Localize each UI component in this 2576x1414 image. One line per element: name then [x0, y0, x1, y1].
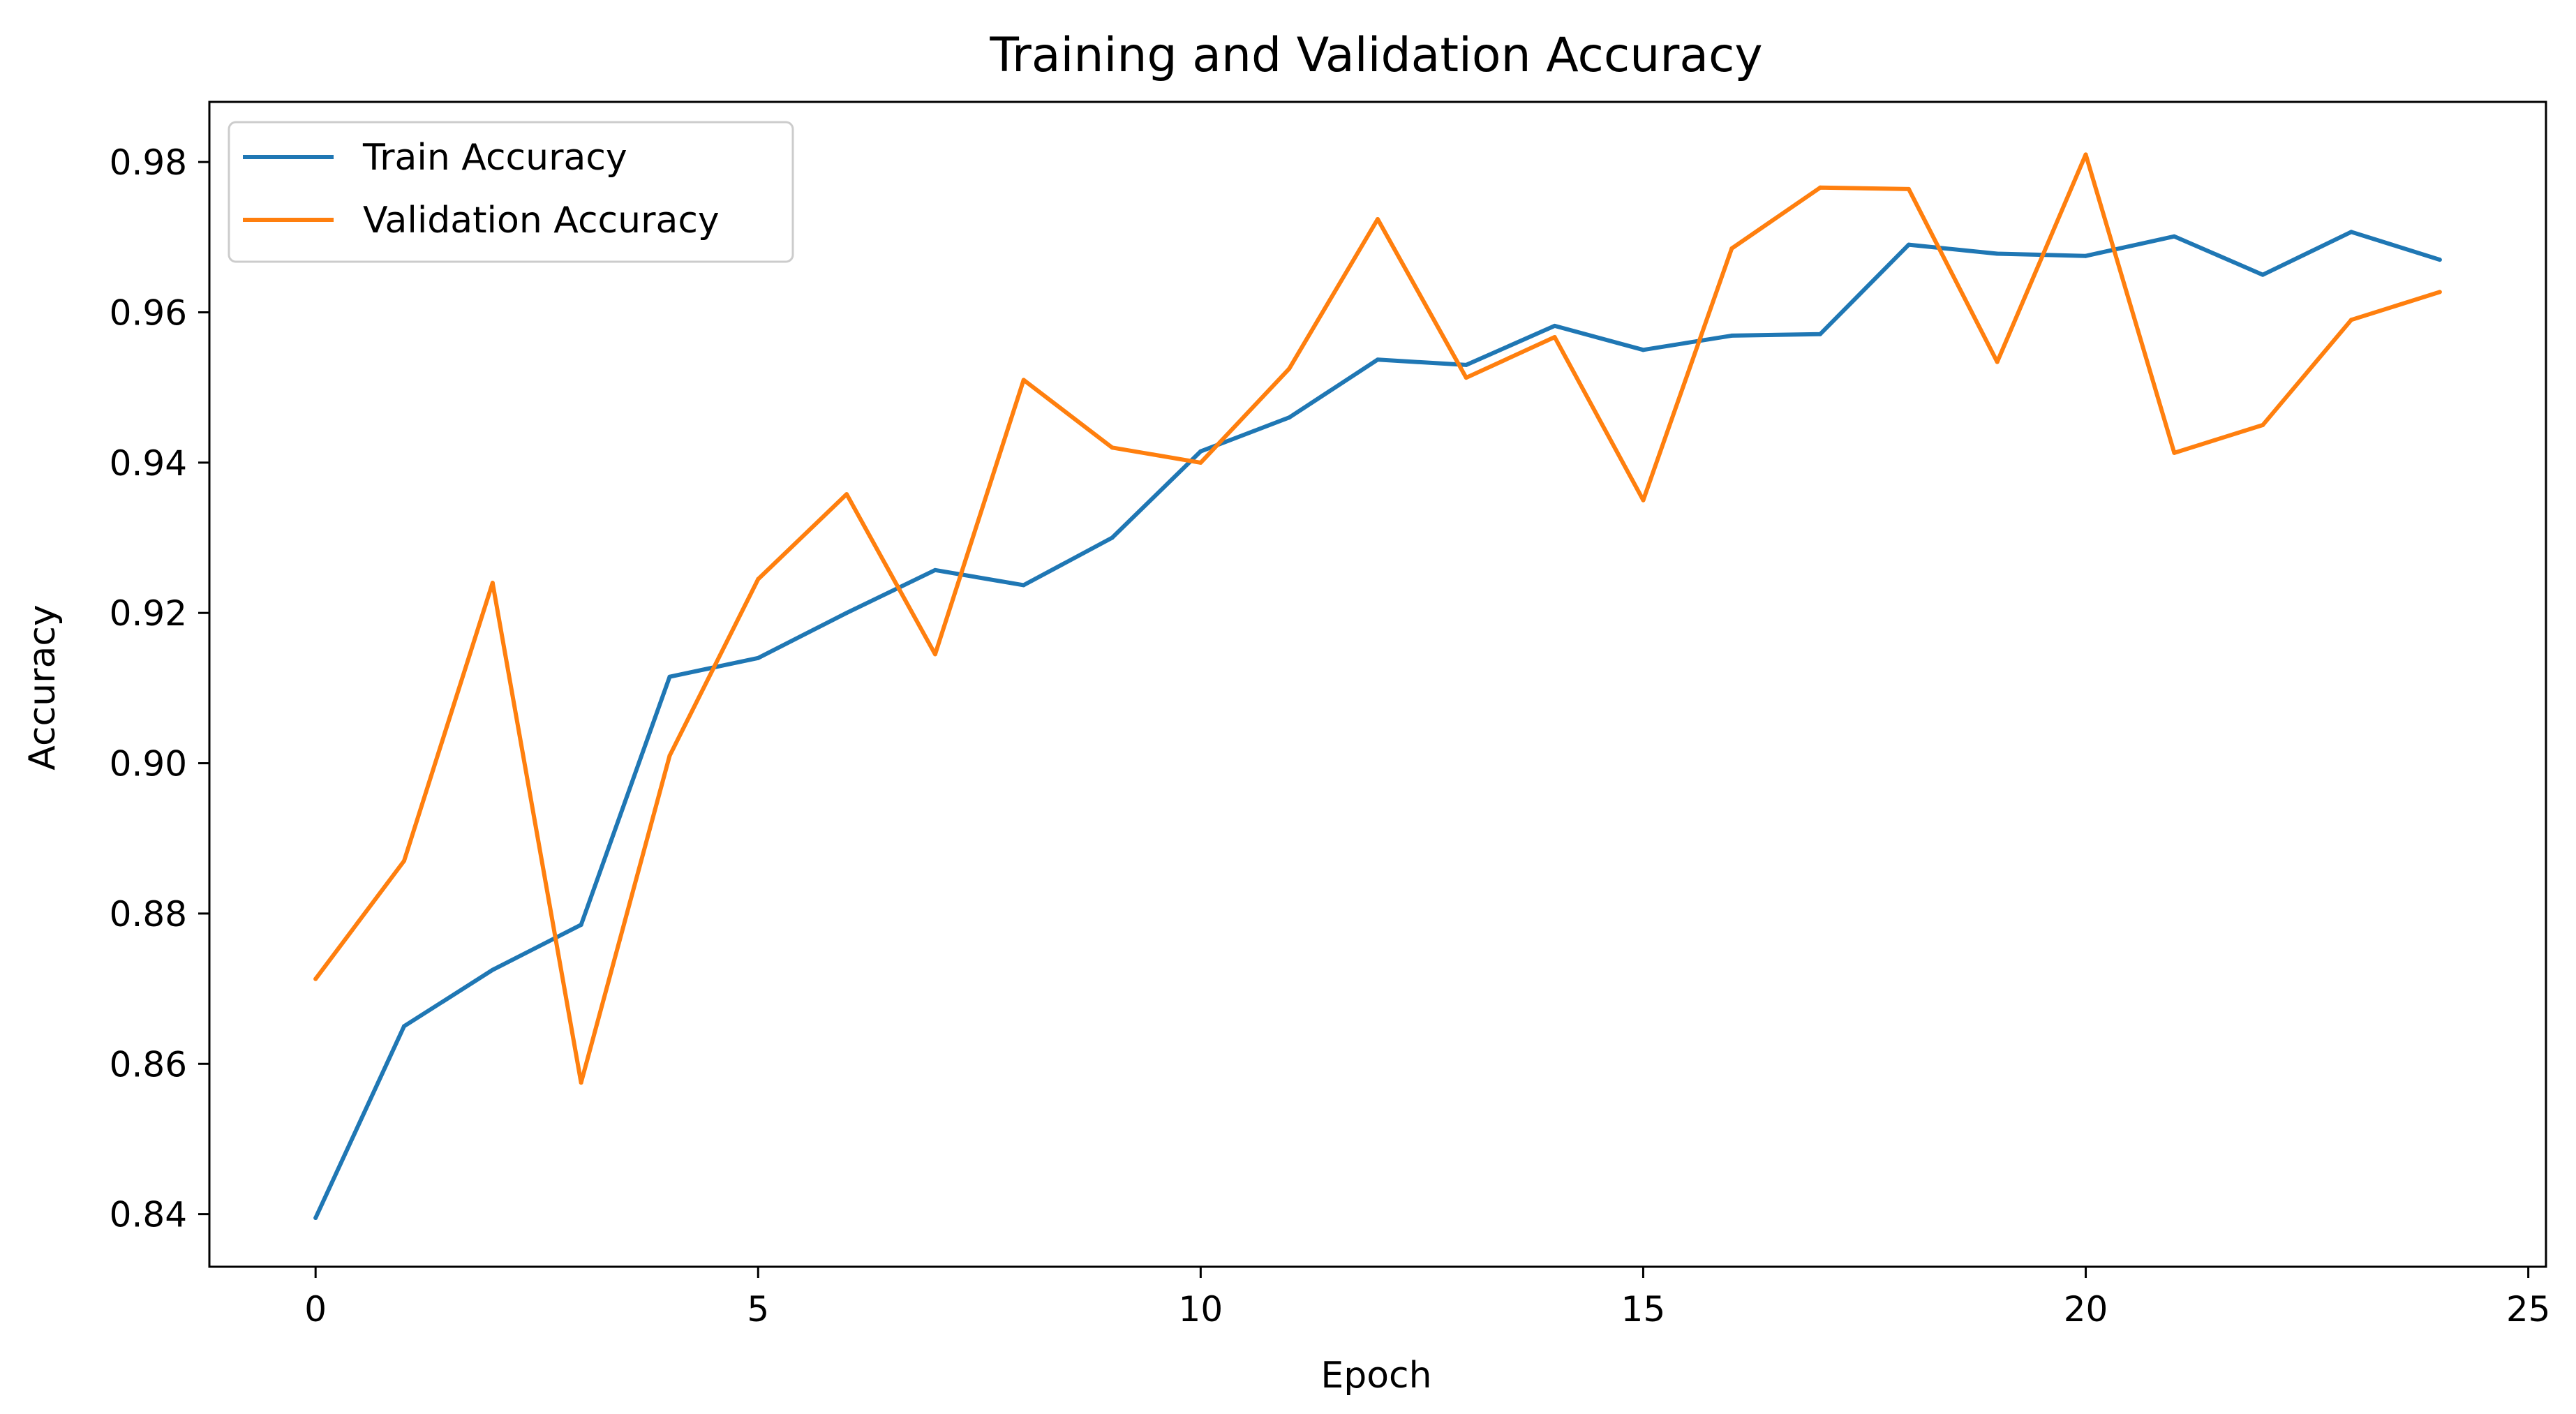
- data-point-validation: [1110, 445, 1115, 450]
- data-point-validation: [844, 492, 849, 497]
- data-point-train: [490, 967, 495, 972]
- x-tick-label: 15: [1621, 1289, 1666, 1330]
- data-point-train: [1464, 362, 1468, 367]
- y-axis: 0.84 0.86 0.88 0.90 0.92 0.94 0.96 0.98: [110, 142, 209, 1235]
- plot-area: [209, 102, 2546, 1267]
- data-point-train: [1198, 449, 1203, 454]
- y-tick-label: 0.98: [110, 142, 187, 183]
- data-point-validation: [756, 576, 761, 581]
- data-point-train: [2437, 258, 2442, 262]
- data-point-validation: [1198, 460, 1203, 465]
- x-tick-label: 0: [304, 1289, 327, 1330]
- data-point-validation: [313, 976, 318, 981]
- y-tick-label: 0.86: [110, 1044, 187, 1085]
- legend-box: [228, 121, 794, 263]
- legend: Train Accuracy Validation Accuracy: [228, 121, 794, 263]
- y-tick-label: 0.94: [110, 443, 187, 484]
- legend-label-train: Train Accuracy: [362, 137, 627, 179]
- data-point-train: [1376, 357, 1380, 362]
- data-point-validation: [1287, 366, 1292, 371]
- data-point-validation: [2083, 152, 2088, 157]
- y-tick-label: 0.96: [110, 292, 187, 333]
- y-tick-label: 0.90: [110, 744, 187, 784]
- data-point-train: [2083, 253, 2088, 258]
- series-layer: [313, 152, 2442, 1221]
- y-axis-title: Accuracy: [22, 604, 64, 770]
- data-point-validation: [1995, 359, 2000, 364]
- y-tick-label: 0.84: [110, 1195, 187, 1235]
- data-point-train: [1021, 583, 1026, 588]
- x-tick-label: 25: [2506, 1289, 2551, 1330]
- data-point-train: [1729, 333, 1734, 338]
- data-point-train: [1641, 348, 1646, 352]
- data-point-validation: [667, 753, 672, 758]
- data-point-train: [844, 611, 849, 616]
- data-point-train: [2261, 272, 2265, 277]
- data-point-train: [1995, 251, 2000, 256]
- data-point-validation: [1464, 375, 1468, 380]
- data-point-validation: [1906, 186, 1911, 191]
- data-point-validation: [2261, 423, 2265, 428]
- data-point-validation: [2172, 450, 2177, 455]
- legend-label-validation: Validation Accuracy: [363, 200, 720, 241]
- x-tick-label: 20: [2064, 1289, 2108, 1330]
- data-point-validation: [1818, 185, 1823, 190]
- data-point-train: [2172, 234, 2177, 239]
- x-axis: 0 5 10 15 20 25: [304, 1267, 2550, 1330]
- data-point-train: [1110, 535, 1115, 540]
- data-point-validation: [490, 581, 495, 586]
- x-tick-label: 5: [747, 1289, 769, 1330]
- data-point-validation: [932, 652, 937, 657]
- data-point-train: [1818, 332, 1823, 336]
- data-point-validation: [2437, 290, 2442, 295]
- data-point-train: [1906, 242, 1911, 247]
- data-point-validation: [1021, 378, 1026, 382]
- data-point-validation: [1729, 246, 1734, 251]
- data-point-validation: [2349, 318, 2353, 322]
- data-point-train: [313, 1216, 318, 1221]
- data-point-validation: [1552, 335, 1557, 340]
- data-point-train: [756, 655, 761, 660]
- data-point-validation: [1641, 498, 1646, 503]
- x-tick-label: 10: [1179, 1289, 1223, 1330]
- data-point-train: [402, 1024, 406, 1029]
- data-point-train: [2349, 230, 2353, 235]
- plot-frame: [208, 101, 2547, 1268]
- data-point-train: [1287, 415, 1292, 420]
- chart-title: Training and Validation Accuracy: [989, 28, 1762, 83]
- data-point-train: [667, 674, 672, 679]
- data-point-validation: [579, 1080, 583, 1085]
- x-axis-title: Epoch: [1320, 1355, 1431, 1397]
- y-tick-label: 0.92: [110, 593, 187, 634]
- data-point-train: [579, 923, 583, 928]
- y-tick-label: 0.88: [110, 894, 187, 935]
- data-point-validation: [1376, 216, 1380, 221]
- data-point-train: [1552, 323, 1557, 328]
- data-point-train: [932, 567, 937, 572]
- data-point-validation: [402, 858, 406, 863]
